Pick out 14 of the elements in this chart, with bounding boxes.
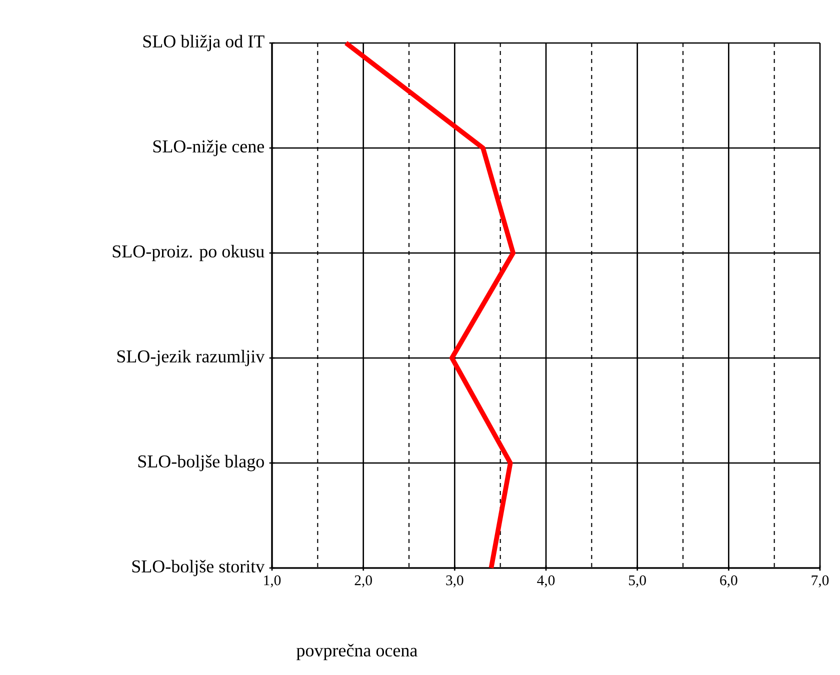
y-tick-label: SLO-nižje cene [153, 140, 264, 156]
y-tick-label: SLO-boljše blago [138, 454, 264, 472]
y-tick-label: SLO-jezik razumljiv [117, 350, 265, 366]
x-axis-title: povprečna ocena [296, 644, 418, 660]
x-tick-label: 7,0 [812, 575, 829, 588]
x-tick-label: 1,0 [264, 575, 281, 588]
y-tick-label: SLO-proiz. po okusu [112, 244, 264, 262]
y-tick-label: SLO bližja od IT [143, 34, 264, 52]
x-tick-label: 5,0 [629, 575, 646, 588]
x-tick-label: 6,0 [720, 575, 738, 588]
x-tick-label: 3,0 [446, 575, 464, 588]
y-tick-label: SLO-boljše storitv [132, 560, 265, 576]
x-tick-label: 4,0 [537, 575, 555, 588]
x-tick-label: 2,0 [354, 575, 372, 588]
